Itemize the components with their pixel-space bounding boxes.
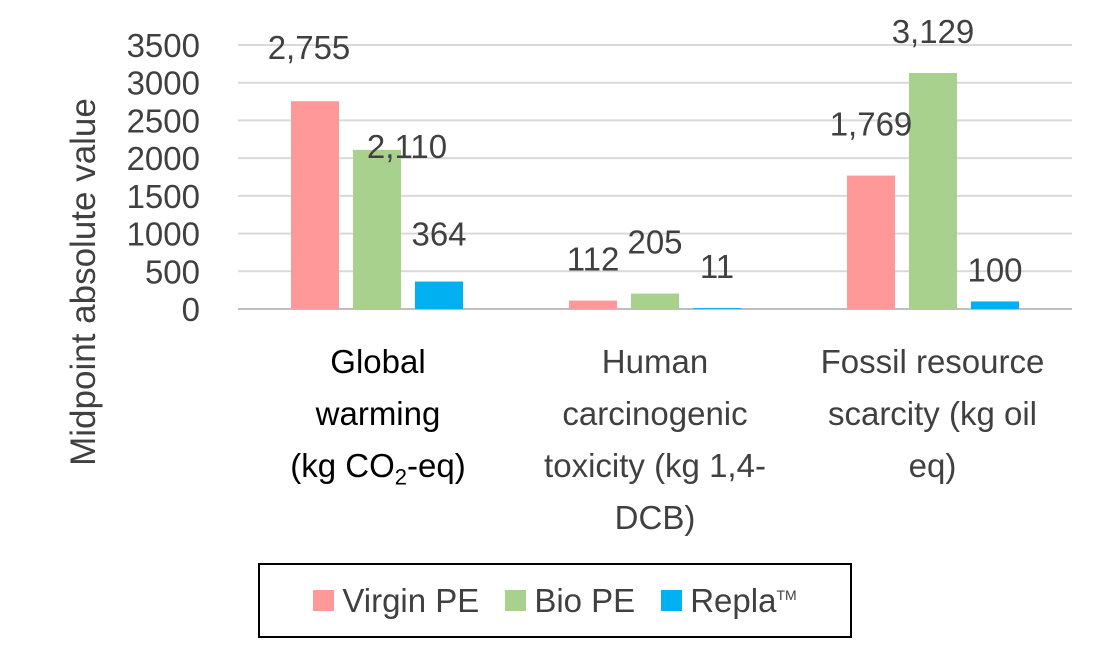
category-label-global-warming: Global warming (kg CO2-eq) [258,336,498,504]
category-label-line: warming [315,395,441,432]
category-label-line: toxicity (kg 1,4- [544,447,766,484]
bar [693,308,741,309]
legend-item-bio-pe: Bio PE [505,582,635,620]
legend-label-virgin-pe: Virgin PE [342,581,480,619]
bar [291,101,339,310]
category-label-line: DCB) [614,499,696,536]
legend-label-bio-pe: Bio PE [534,581,636,619]
category-label-line: eq) [908,447,957,484]
legend-label-repla: ReplaTM [690,581,797,619]
legend-swatch-repla [661,590,683,611]
category-label-line: Human [601,343,709,380]
data-label: 2,110 [367,128,447,165]
bar [415,281,463,309]
data-label: 205 [627,224,682,261]
category-label-fossil-resource-scarcity: Fossil resource scarcity (kg oil eq) [800,336,1065,492]
data-label: 112 [567,241,620,278]
legend-item-repla: ReplaTM [661,581,797,620]
data-labels: 2,755 112 1,769 2,110 205 3,129 364 11 100 [268,13,1023,288]
bars [291,72,1019,310]
data-label: 1,769 [830,106,913,143]
y-tick-label: 1000 [127,216,200,253]
category-label-line: Fossil resource [820,343,1045,380]
bar [631,293,679,309]
data-label: 3,129 [892,13,975,50]
y-tick-label: 3500 [127,27,200,64]
bar [847,175,895,309]
bar [971,301,1019,309]
category-label-line: carcinogenic [562,395,748,432]
y-tick-label: 2500 [127,102,200,139]
bar [909,72,957,309]
category-label-line: (kg CO2-eq) [290,447,466,490]
data-label: 11 [700,248,734,285]
category-label-human-carcinogenic-toxicity: Human carcinogenic toxicity (kg 1,4- DCB… [510,336,800,544]
data-label: 100 [967,251,1022,288]
y-tick-label: 1500 [127,178,200,215]
bar [353,149,401,309]
data-label: 364 [411,216,466,253]
category-label-line: Global [330,343,426,380]
y-tick-label: 2000 [127,140,200,177]
y-tick-label: 500 [145,253,200,290]
legend-swatch-bio-pe [505,590,527,611]
bar [569,300,617,309]
y-tick-label: 0 [182,291,200,328]
legend-swatch-virgin-pe [313,590,335,611]
legend-item-virgin-pe: Virgin PE [313,582,479,620]
y-tick-label: 3000 [127,65,200,102]
category-label-line: scarcity (kg oil [827,395,1038,432]
data-label: 2,755 [268,29,351,66]
y-axis-label: Midpoint absolute value [64,98,103,466]
legend: Virgin PE Bio PE ReplaTM [258,563,852,638]
trademark-mark: TM [776,586,797,603]
